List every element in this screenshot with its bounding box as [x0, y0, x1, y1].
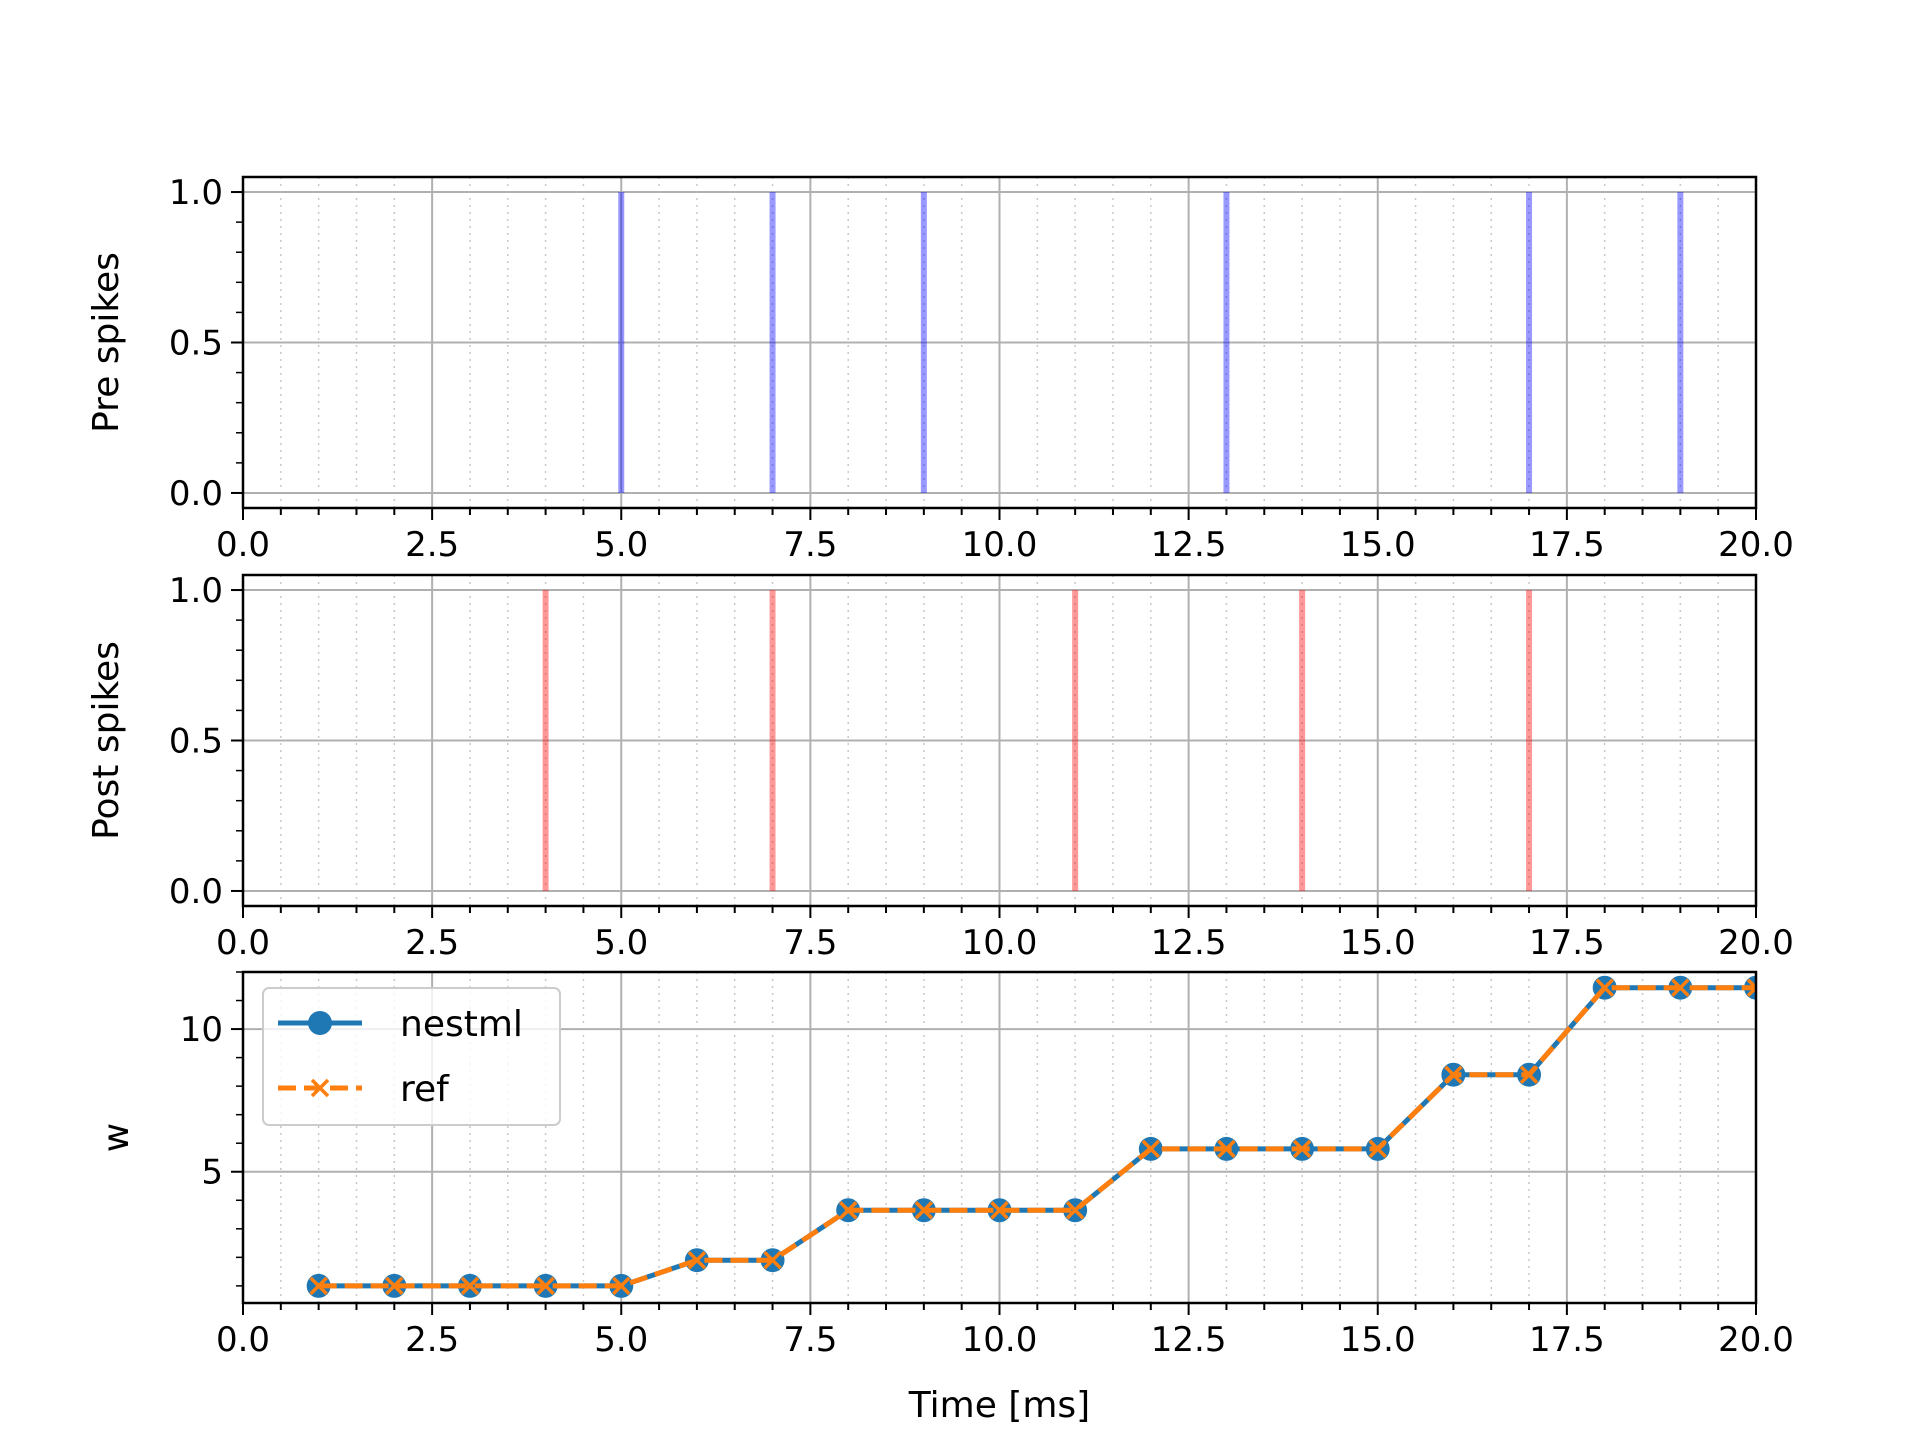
post-y-tick-label: 0.0: [169, 872, 223, 912]
ref-point: [763, 1250, 782, 1270]
w-x-tick-label: 2.5: [405, 1320, 459, 1360]
ref-point: [687, 1250, 707, 1270]
post-x-tick-label: 12.5: [1151, 923, 1227, 963]
pre-x-tick-label: 5.0: [594, 525, 648, 565]
ref-point: [1595, 978, 1614, 997]
ref-point: [1444, 1065, 1463, 1084]
pre-x-tick-label: 20.0: [1718, 525, 1794, 565]
ref-point: [1368, 1139, 1387, 1159]
ref-point: [914, 1201, 934, 1220]
pre-x-tick-label: 7.5: [783, 525, 837, 565]
ref-point: [1065, 1201, 1085, 1220]
legend-swatch-nestml: [278, 1011, 362, 1035]
pre-x-tick-label: 17.5: [1529, 525, 1605, 565]
post-x-tick-label: 10.0: [962, 923, 1038, 963]
post-x-tick-label: 17.5: [1529, 923, 1605, 963]
post-spikes-ylabel: Post spikes: [86, 641, 127, 840]
pre-x-tick-label: 2.5: [405, 525, 459, 565]
post-y-tick-label: 1.0: [169, 571, 223, 611]
weight-panel: w Time [ms] 0.0 2.5 5.0 7.5 10.0 12.5 15.0 17.5…: [96, 970, 1794, 1426]
pre-x-tick-label: 0.0: [216, 525, 270, 565]
pre-y-tick-label: 0.0: [169, 474, 223, 514]
pre-x-tick-label: 12.5: [1151, 525, 1227, 565]
ref-point: [612, 1276, 631, 1296]
weight-ylabel: w: [96, 1123, 137, 1152]
legend: nestml ref: [262, 987, 561, 1126]
post-x-tick-label: 20.0: [1718, 923, 1794, 963]
weight-series-marks: [306, 975, 1756, 1298]
pre-spike-marks: [618, 192, 1684, 493]
ref-point: [536, 1276, 555, 1296]
legend-label-ref: ref: [400, 1069, 450, 1110]
legend-label-nestml: nestml: [400, 1004, 523, 1045]
ref-point: [1292, 1139, 1312, 1159]
w-x-tick-label: 7.5: [783, 1320, 837, 1360]
ref-point: [1141, 1139, 1161, 1159]
post-x-tick-label: 15.0: [1340, 923, 1416, 963]
w-y-tick-label: 10: [180, 1010, 223, 1050]
w-x-tick-label: 5.0: [594, 1320, 648, 1360]
ref-point: [1519, 1065, 1539, 1084]
w-x-tick-label: 15.0: [1340, 1320, 1416, 1360]
post-x-tick-label: 2.5: [405, 923, 459, 963]
legend-swatch-ref: [278, 1078, 362, 1098]
pre-x-tick-label: 10.0: [962, 525, 1038, 565]
pre-x-tick-label: 15.0: [1340, 525, 1416, 565]
post-x-tick-label: 5.0: [594, 923, 648, 963]
weight-xlabel: Time [ms]: [908, 1385, 1090, 1426]
pre-spikes-panel: Pre spikes 0.0 2.5 5.0 7.5 10.0 12.5 15.0 17.5 2…: [86, 173, 1794, 565]
ref-point: [309, 1276, 328, 1296]
pre-y-tick-label: 1.0: [169, 173, 223, 213]
ref-point: [385, 1276, 404, 1296]
ref-point: [1671, 978, 1690, 997]
w-x-tick-label: 0.0: [216, 1320, 270, 1360]
ref-point: [1746, 978, 1756, 997]
pre-spikes-ylabel: Pre spikes: [86, 252, 127, 433]
w-x-tick-label: 20.0: [1718, 1320, 1794, 1360]
post-x-tick-label: 7.5: [783, 923, 837, 963]
w-x-tick-label: 10.0: [962, 1320, 1038, 1360]
ref-point: [990, 1201, 1009, 1220]
ref-point: [460, 1276, 480, 1296]
post-x-tick-label: 0.0: [216, 923, 270, 963]
post-spike-marks: [542, 590, 1533, 891]
w-x-tick-label: 17.5: [1529, 1320, 1605, 1360]
ref-point: [838, 1201, 858, 1220]
ref-series-line: [318, 985, 1756, 1289]
post-spikes-panel: Post spikes 0.0 2.5 5.0 7.5 10.0 12.5 15.0 17.5…: [86, 571, 1794, 963]
post-y-tick-label: 0.5: [169, 722, 223, 762]
w-x-tick-label: 12.5: [1151, 1320, 1227, 1360]
ref-point: [1217, 1139, 1236, 1159]
w-y-tick-label: 5: [201, 1153, 223, 1193]
pre-y-tick-label: 0.5: [169, 324, 223, 364]
